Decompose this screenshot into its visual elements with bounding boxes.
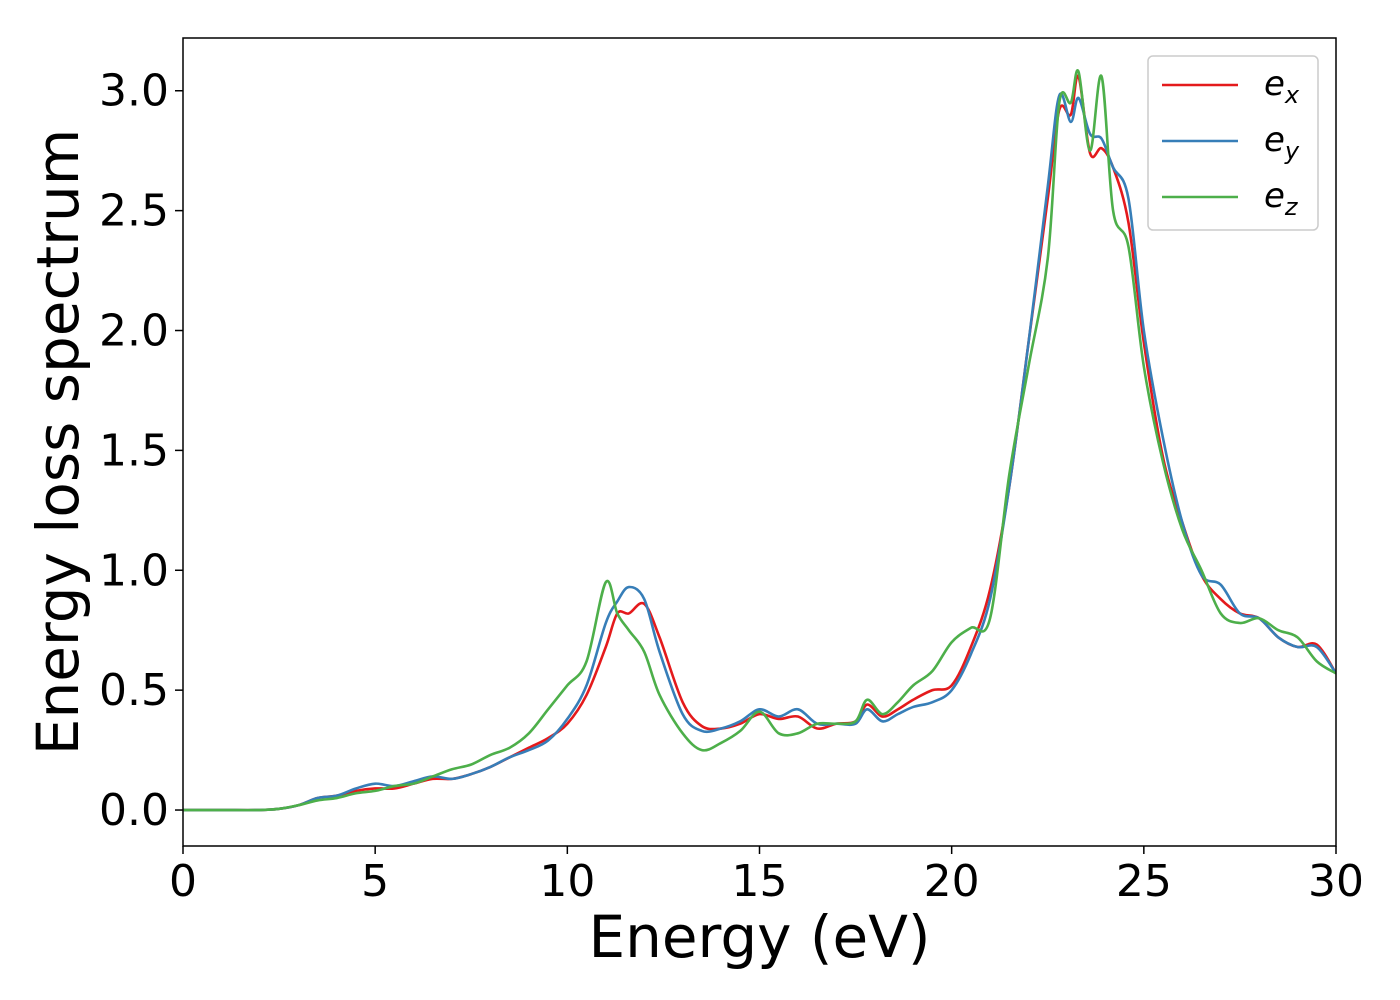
plot-area xyxy=(183,69,1336,812)
y-axis-label: Energy loss spectrum xyxy=(24,129,92,755)
x-tick-label: 30 xyxy=(1308,856,1364,907)
y-tick-label: 3.0 xyxy=(99,66,169,117)
legend: ex ey ez xyxy=(1147,55,1319,231)
legend-label-z: ez xyxy=(1264,176,1299,221)
x-tick-label: 10 xyxy=(539,856,595,907)
x-tick-label: 15 xyxy=(732,856,788,907)
x-tick-label: 0 xyxy=(169,856,197,907)
series-line-x xyxy=(183,74,1336,812)
y-tick-label: 1.0 xyxy=(99,545,169,596)
legend-label-x: ex xyxy=(1264,64,1300,109)
y-tick-label: 2.5 xyxy=(99,186,169,237)
y-tick-label: 0.0 xyxy=(99,785,169,836)
legend-label-y: ey xyxy=(1264,120,1300,165)
y-tick-label: 2.0 xyxy=(99,306,169,357)
x-axis-label: Energy (eV) xyxy=(588,903,930,971)
y-tick-label: 1.5 xyxy=(99,425,169,476)
legend-box xyxy=(1147,55,1319,231)
series-line-z xyxy=(183,69,1336,812)
x-tick-label: 5 xyxy=(361,856,389,907)
x-axis-ticks: 0 5 10 15 20 25 30 xyxy=(169,846,1364,907)
x-tick-label: 20 xyxy=(924,856,980,907)
y-axis-ticks: 0.0 0.5 1.0 1.5 2.0 2.5 3.0 xyxy=(99,66,183,836)
y-tick-label: 0.5 xyxy=(99,665,169,716)
x-tick-label: 25 xyxy=(1116,856,1172,907)
